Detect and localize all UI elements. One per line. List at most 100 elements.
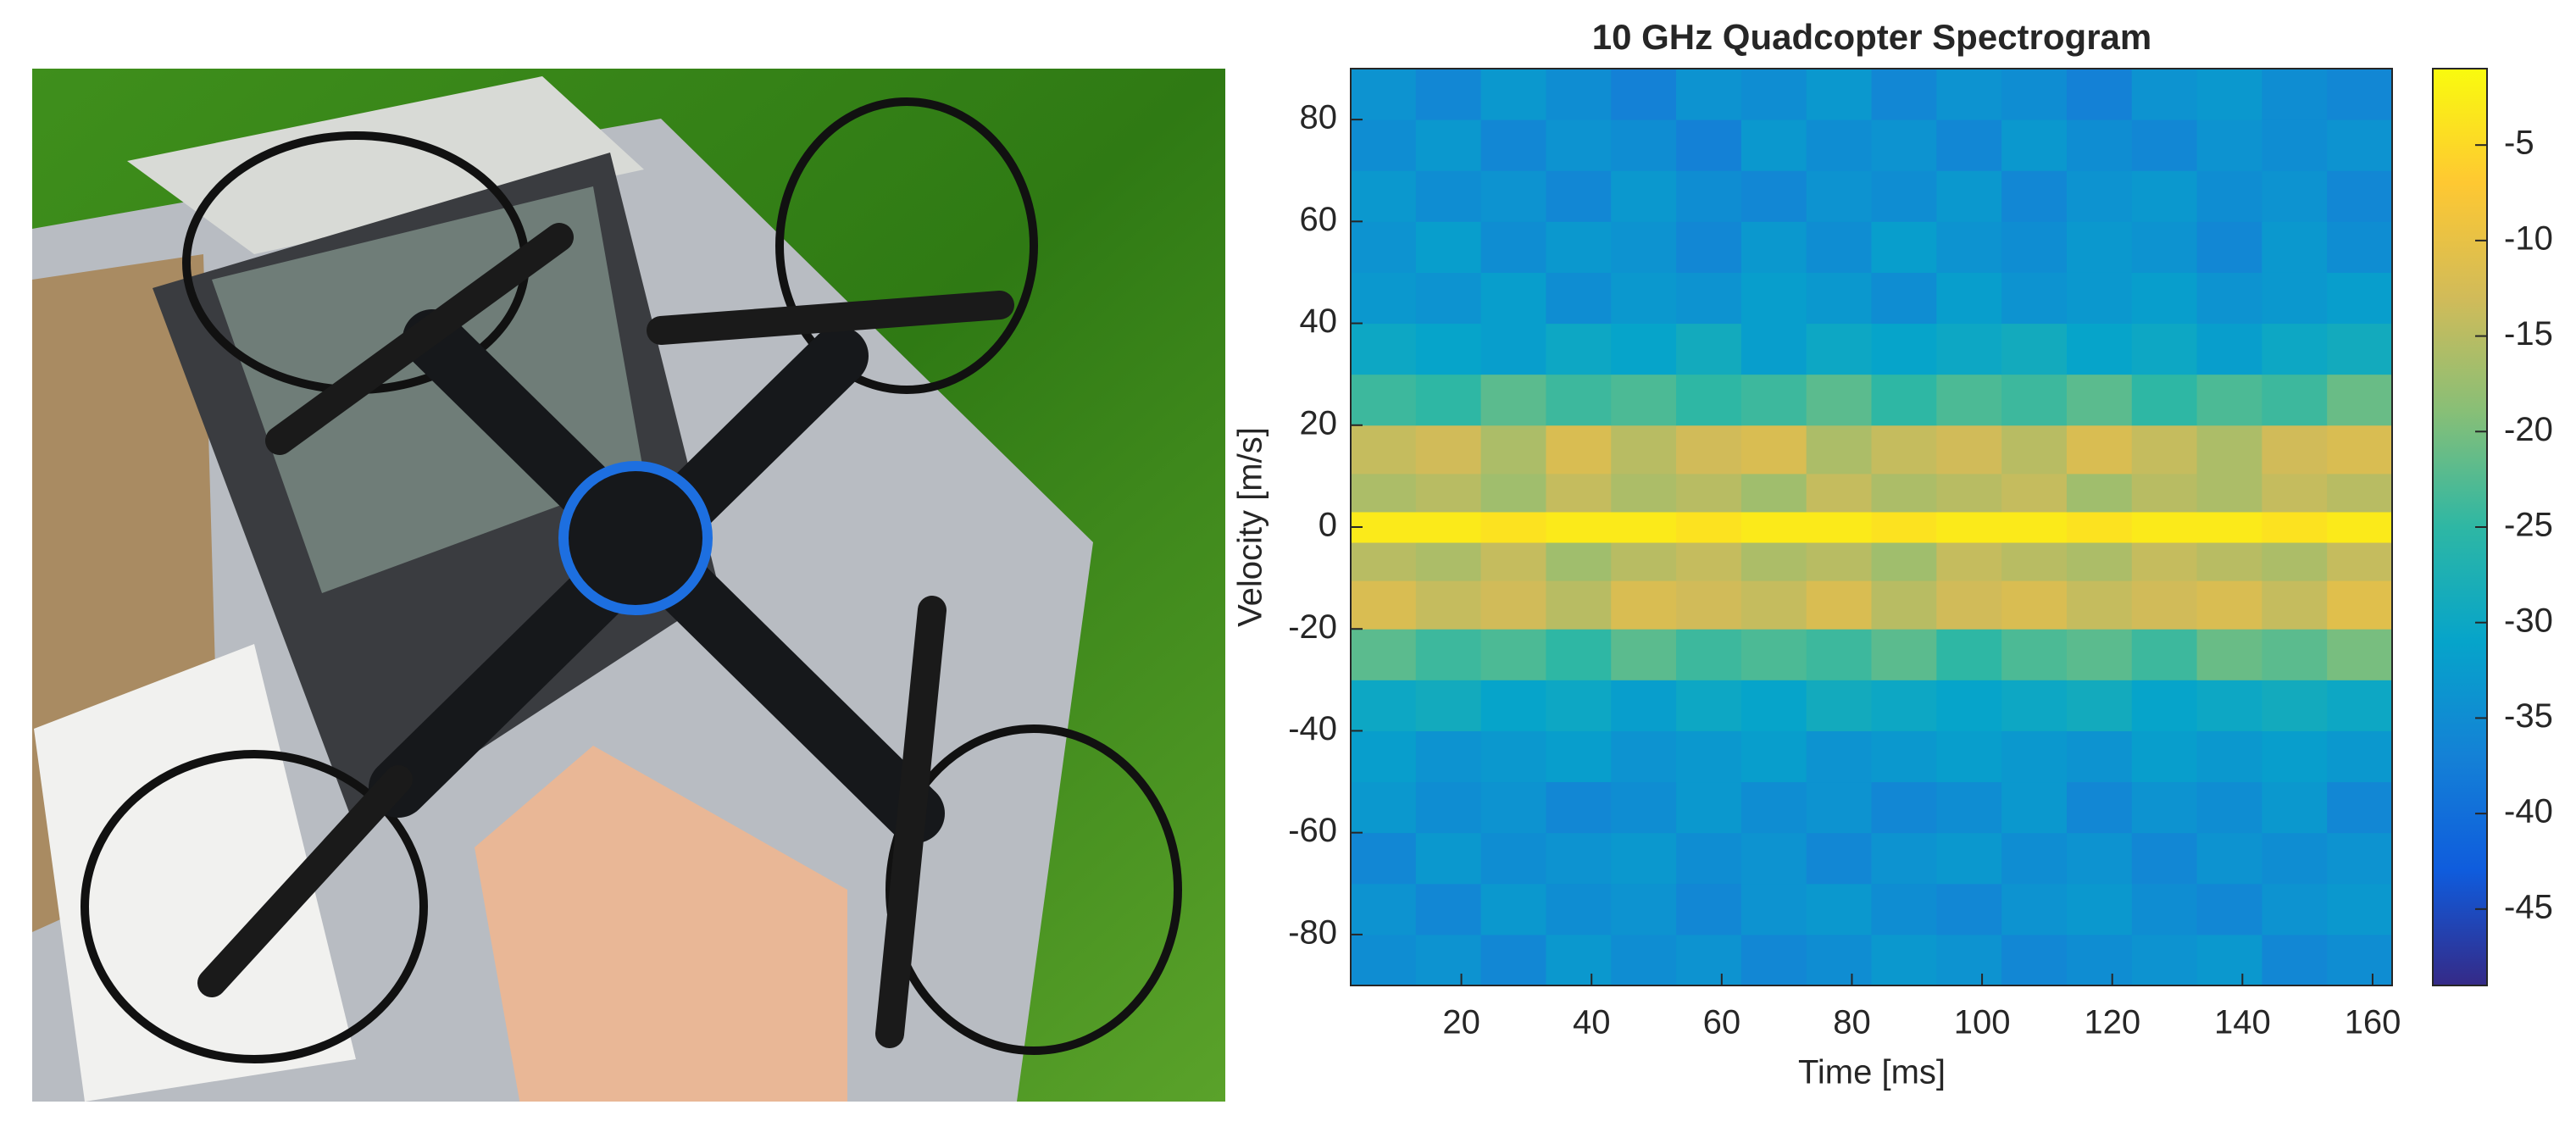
heatmap-cell — [1351, 781, 1417, 834]
heatmap-cell — [1415, 272, 1482, 325]
heatmap-cell — [1351, 272, 1417, 325]
heatmap-cell — [1480, 730, 1546, 783]
heatmap-cell — [1480, 934, 1546, 986]
heatmap — [1351, 69, 2393, 986]
heatmap-cell — [2131, 730, 2198, 783]
heatmap-cell — [2066, 170, 2133, 222]
heatmap-cell — [2066, 730, 2133, 783]
heatmap-cell — [1351, 680, 1417, 731]
heatmap-cell — [1480, 323, 1546, 375]
heatmap-cell — [2196, 221, 2262, 273]
heatmap-cell — [1611, 781, 1677, 834]
heatmap-cell — [1676, 832, 1742, 885]
heatmap-cell — [1611, 629, 1677, 680]
heatmap-cell — [1740, 781, 1807, 834]
heatmap-cell — [1936, 629, 2002, 680]
heatmap-cell — [1806, 119, 1872, 171]
heatmap-cell — [1936, 511, 2002, 543]
y-tick-label: -40 — [1288, 710, 1337, 747]
heatmap-cell — [2066, 934, 2133, 986]
colorbar-tick-label: -35 — [2504, 697, 2553, 735]
x-tick-label: 80 — [1833, 1004, 1871, 1041]
heatmap-cell — [2196, 323, 2262, 375]
heatmap-cell — [1936, 542, 2002, 581]
heatmap-cell — [2327, 473, 2393, 513]
heatmap-cell — [2131, 542, 2198, 581]
heatmap-cell — [1676, 272, 1742, 325]
colorbar-tick-label: -5 — [2504, 125, 2534, 162]
heatmap-cell — [1676, 170, 1742, 222]
heatmap-cell — [2001, 730, 2068, 783]
heatmap-cell — [2262, 680, 2328, 731]
heatmap-cell — [2262, 629, 2328, 680]
heatmap-cell — [1351, 832, 1417, 885]
heatmap-cell — [1415, 629, 1482, 680]
heatmap-cell — [1546, 680, 1612, 731]
heatmap-cell — [1415, 221, 1482, 273]
heatmap-cell — [1415, 883, 1482, 935]
x-tick-label: 140 — [2214, 1004, 2271, 1041]
heatmap-cell — [1806, 374, 1872, 426]
heatmap-cell — [1871, 221, 1937, 273]
heatmap-cell — [1415, 542, 1482, 581]
heatmap-cell — [1936, 69, 2002, 120]
heatmap-cell — [2262, 119, 2328, 171]
y-tick-label: 0 — [1319, 507, 1337, 544]
heatmap-cell — [1480, 221, 1546, 273]
heatmap-cell — [1611, 832, 1677, 885]
heatmap-cell — [1546, 580, 1612, 630]
y-tick-label: 60 — [1300, 201, 1338, 238]
heatmap-cell — [1415, 69, 1482, 120]
heatmap-cell — [1936, 473, 2002, 513]
heatmap-cell — [1740, 170, 1807, 222]
heatmap-cell — [1415, 781, 1482, 834]
heatmap-cell — [2001, 473, 2068, 513]
heatmap-cell — [1871, 511, 1937, 543]
heatmap-cell — [1611, 221, 1677, 273]
heatmap-cell — [1611, 883, 1677, 935]
heatmap-cell — [1546, 934, 1612, 986]
y-axis-label: Velocity [m/s] — [1232, 427, 1269, 627]
colorbar-tick-label: -25 — [2504, 507, 2553, 544]
heatmap-cell — [1676, 781, 1742, 834]
heatmap-cell — [1936, 272, 2002, 325]
heatmap-cell — [2262, 934, 2328, 986]
heatmap-cell — [1480, 832, 1546, 885]
heatmap-cell — [1936, 323, 2002, 375]
heatmap-cell — [2131, 473, 2198, 513]
heatmap-cell — [2001, 374, 2068, 426]
heatmap-cell — [2066, 680, 2133, 731]
heatmap-cell — [2066, 119, 2133, 171]
heatmap-cell — [2327, 883, 2393, 935]
heatmap-cell — [1415, 473, 1482, 513]
heatmap-cell — [2131, 119, 2198, 171]
heatmap-cell — [2131, 425, 2198, 475]
heatmap-cell — [1611, 119, 1677, 171]
heatmap-cell — [1740, 883, 1807, 935]
heatmap-cell — [1415, 680, 1482, 731]
colorbar-tick-label: -20 — [2504, 411, 2553, 448]
heatmap-cell — [2196, 629, 2262, 680]
heatmap-cell — [2131, 580, 2198, 630]
heatmap-cell — [1546, 374, 1612, 426]
y-tick-label: -80 — [1288, 913, 1337, 951]
heatmap-cell — [1806, 832, 1872, 885]
heatmap-cell — [1676, 680, 1742, 731]
heatmap-cell — [1740, 221, 1807, 273]
heatmap-cell — [1611, 680, 1677, 731]
heatmap-cell — [2327, 119, 2393, 171]
heatmap-cell — [1676, 69, 1742, 120]
y-tick-label: -60 — [1288, 812, 1337, 849]
heatmap-cell — [1546, 170, 1612, 222]
x-tick-label: 60 — [1703, 1004, 1741, 1041]
heatmap-cell — [1546, 883, 1612, 935]
heatmap-cell — [1611, 170, 1677, 222]
heatmap-cell — [2327, 323, 2393, 375]
heatmap-cell — [1546, 323, 1612, 375]
heatmap-cell — [1480, 69, 1546, 120]
heatmap-cell — [2327, 272, 2393, 325]
heatmap-cell — [1871, 832, 1937, 885]
heatmap-cell — [1611, 425, 1677, 475]
heatmap-cell — [1546, 69, 1612, 120]
heatmap-cell — [2001, 323, 2068, 375]
